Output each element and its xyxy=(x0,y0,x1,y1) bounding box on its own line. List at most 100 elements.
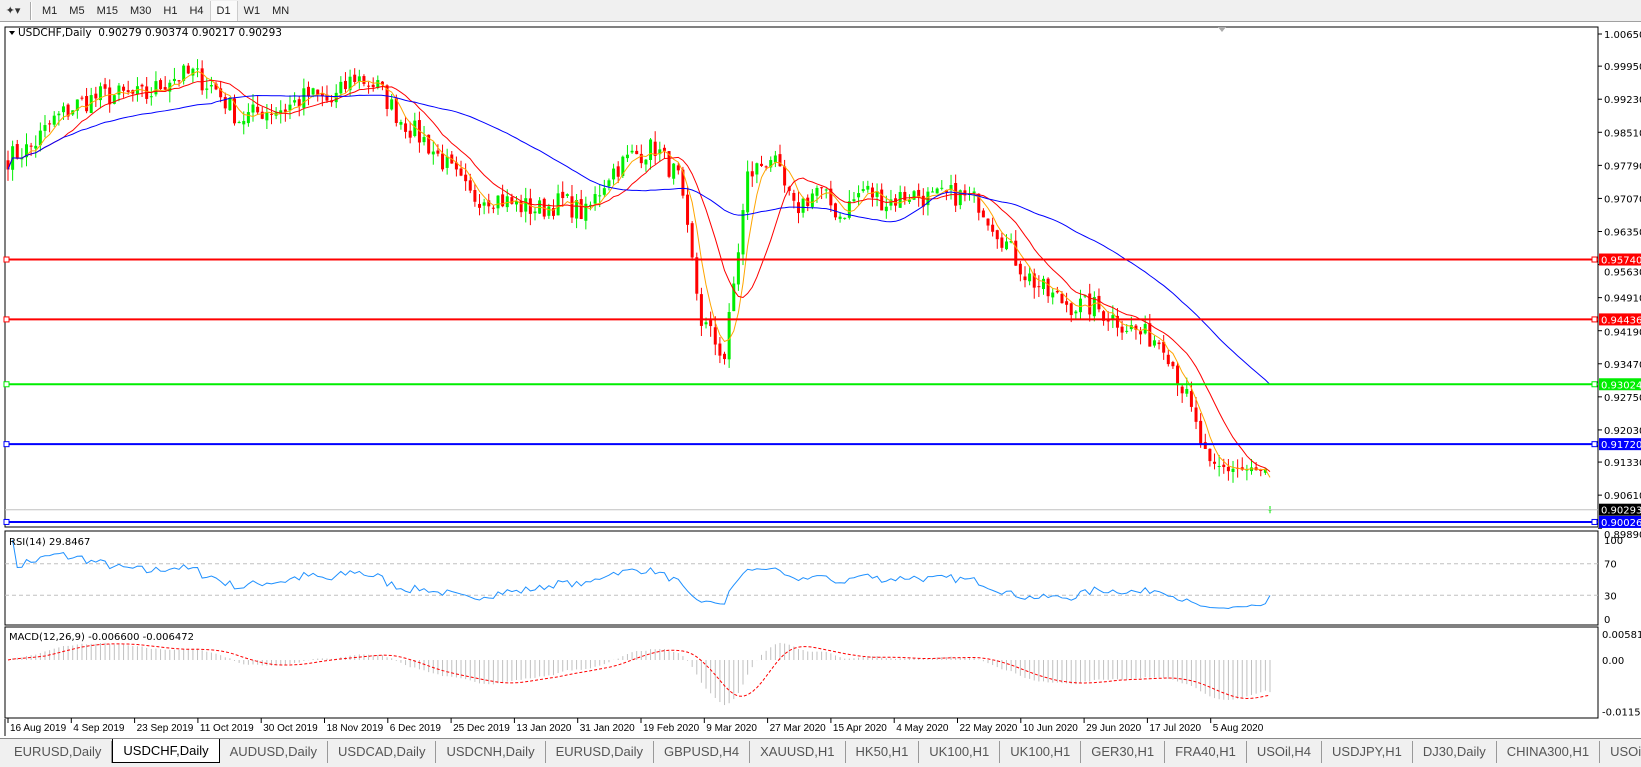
candle-body xyxy=(348,76,352,91)
time-tick-label: 6 Dec 2019 xyxy=(390,723,442,734)
candle xyxy=(89,87,93,114)
rsi-line xyxy=(12,539,1271,609)
timeframe-h4[interactable]: H4 xyxy=(189,4,204,17)
timeframe-d1[interactable]: D1 xyxy=(209,0,238,21)
rsi-tick-label: 30 xyxy=(1604,591,1617,602)
candle xyxy=(1152,335,1156,348)
chart-tab[interactable]: EURUSD,Daily xyxy=(546,741,654,763)
candle-body xyxy=(501,194,505,207)
candle-body xyxy=(1185,388,1189,394)
candle-body xyxy=(884,206,888,212)
time-tick-label: 23 Sep 2019 xyxy=(137,723,194,734)
chart-tab[interactable]: UK100,H1 xyxy=(1000,741,1082,763)
candle-body xyxy=(1194,407,1198,422)
candle-body xyxy=(829,188,833,206)
candle-body xyxy=(242,120,246,125)
candle xyxy=(399,119,403,130)
candle xyxy=(1000,232,1004,252)
candle xyxy=(237,120,241,124)
candle-body xyxy=(362,76,366,84)
timeframe-m1[interactable]: M1 xyxy=(42,4,58,17)
candle-body xyxy=(1263,468,1267,473)
timeframe-m15[interactable]: M15 xyxy=(96,4,118,17)
candle-body xyxy=(621,156,625,177)
candle-body xyxy=(182,65,186,81)
chart-tab[interactable]: EURUSD,Daily xyxy=(4,741,113,763)
chart-tab[interactable]: USDCAD,Daily xyxy=(328,741,437,763)
candle-body xyxy=(1157,342,1161,345)
chart-tab[interactable]: FRA40,H1 xyxy=(1165,741,1247,763)
timeframe-m5[interactable]: M5 xyxy=(69,4,85,17)
chart-shift-icon xyxy=(1218,27,1226,32)
candle-body xyxy=(514,201,518,205)
candle xyxy=(741,203,745,266)
candle xyxy=(727,303,731,368)
candle-body xyxy=(38,130,42,146)
candle xyxy=(219,80,223,103)
candle-body xyxy=(159,80,163,90)
chart-tab[interactable]: GER30,H1 xyxy=(1081,741,1166,763)
candle-body xyxy=(533,211,537,214)
collapse-arrow-icon xyxy=(9,31,15,35)
candle-body xyxy=(824,189,828,191)
candle xyxy=(371,77,375,92)
candle xyxy=(995,229,999,249)
chart-tab[interactable]: USDCHF,Daily xyxy=(112,739,220,763)
chart-tab[interactable]: USDJPY,H1 xyxy=(1322,741,1413,763)
chart-tab[interactable]: GBPUSD,H4 xyxy=(654,741,751,763)
rsi-label: RSI(14) 29.8467 xyxy=(9,537,90,548)
timeframe-w1[interactable]: W1 xyxy=(243,4,261,17)
candle xyxy=(884,195,888,219)
candle-body xyxy=(408,130,412,138)
chart-tab[interactable]: USOil,H4 xyxy=(1247,741,1323,763)
timeframe-m30[interactable]: M30 xyxy=(129,4,152,17)
candle-body xyxy=(214,83,218,90)
candle-body xyxy=(436,150,440,154)
candle-body xyxy=(1088,293,1092,315)
candle-body xyxy=(454,162,458,170)
candle xyxy=(325,85,329,103)
candle-body xyxy=(473,189,477,202)
candle-body xyxy=(1051,292,1055,298)
chart-tab[interactable]: XAUUSD,H1 xyxy=(750,741,846,763)
chart-tab[interactable]: AUDUSD,Daily xyxy=(220,741,329,763)
macd-tick-label: 0.00 xyxy=(1602,656,1624,667)
time-tick-label: 31 Jan 2020 xyxy=(580,723,635,734)
candle-body xyxy=(260,111,264,119)
candle-body xyxy=(551,208,555,216)
time-tick-label: 5 Aug 2020 xyxy=(1213,723,1264,734)
timeframe-mn[interactable]: MN xyxy=(272,4,290,17)
candle xyxy=(750,161,754,187)
candle-body xyxy=(593,194,597,204)
candle xyxy=(584,196,588,230)
level-handle xyxy=(3,381,10,388)
candle-body xyxy=(903,191,907,201)
candle-body xyxy=(889,199,893,206)
candle xyxy=(269,103,273,125)
chart-tab[interactable]: DJ30,Daily xyxy=(1413,741,1497,763)
moving-average-line xyxy=(7,79,1271,473)
timeframe-h1[interactable]: H1 xyxy=(163,4,178,17)
candle xyxy=(112,94,116,105)
candle xyxy=(191,67,195,83)
candle-body xyxy=(727,311,731,360)
candle-body xyxy=(898,192,902,208)
candle-body xyxy=(196,68,200,70)
chart-tab[interactable]: UK100,H1 xyxy=(919,741,1001,763)
level-price-label: 0.93024 xyxy=(1601,380,1641,391)
candle-body xyxy=(986,218,990,226)
candle xyxy=(48,120,52,133)
candle-body xyxy=(293,100,297,103)
candle xyxy=(223,92,227,115)
candle xyxy=(126,80,130,95)
chart-tab[interactable]: HK50,H1 xyxy=(846,741,920,763)
chart-tab[interactable]: USOil,H1 xyxy=(1600,741,1641,763)
line-studies-icon[interactable]: ✦▾ xyxy=(5,5,21,17)
level-handle xyxy=(3,256,10,263)
candle-body xyxy=(177,80,181,82)
candle xyxy=(288,95,292,120)
chart-tab[interactable]: CHINA300,H1 xyxy=(1497,741,1601,763)
chart-tab[interactable]: USDCNH,Daily xyxy=(436,741,546,763)
